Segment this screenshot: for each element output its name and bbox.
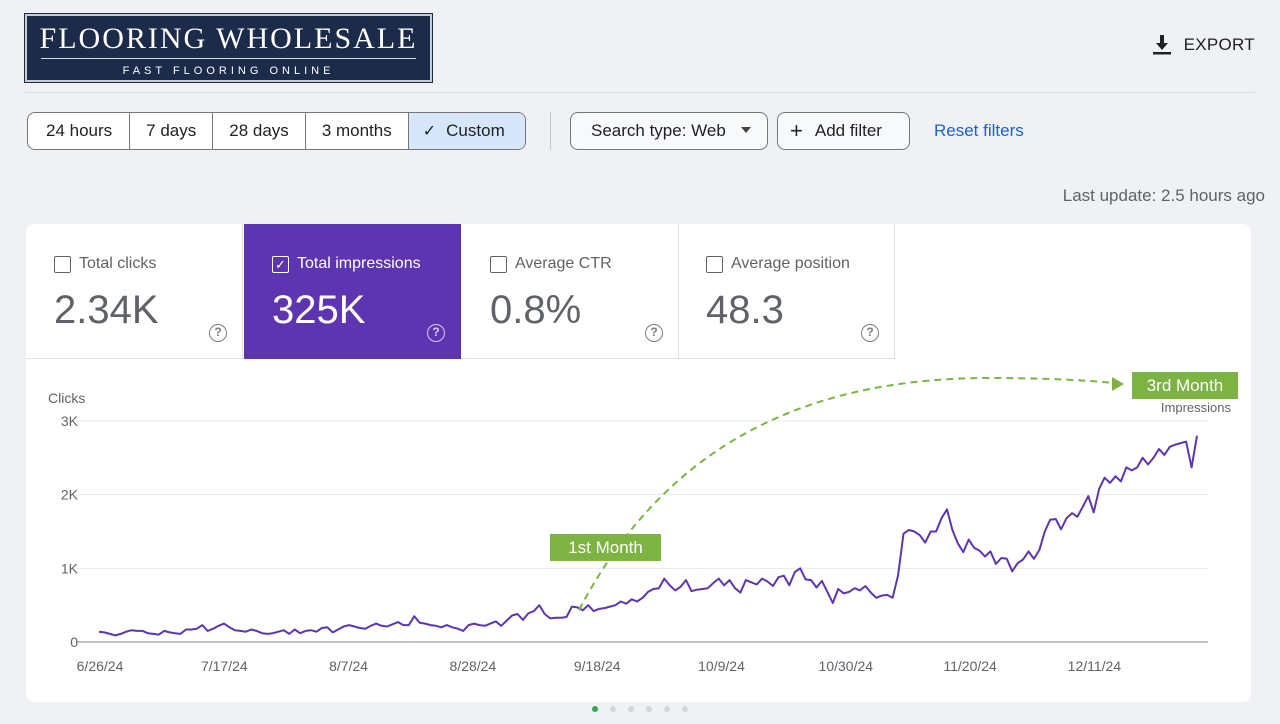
download-icon xyxy=(1152,35,1171,55)
metric-total-impressions[interactable]: ✓ Total impressions 325K ? xyxy=(244,224,461,359)
toolbar-separator xyxy=(550,112,551,150)
x-tick-label: 6/26/24 xyxy=(77,658,124,674)
x-tick-label: 10/9/24 xyxy=(698,658,745,674)
y-axis-label: Clicks xyxy=(48,390,85,406)
y-tick-label: 0 xyxy=(70,634,78,650)
x-tick-label: 8/7/24 xyxy=(329,658,368,674)
carousel-dot[interactable] xyxy=(646,706,652,712)
plus-icon: + xyxy=(790,118,803,143)
metric-value: 325K xyxy=(272,288,366,332)
check-icon: ✓ xyxy=(422,123,437,140)
metric-label: Average CTR xyxy=(515,255,612,272)
carousel-dot-active[interactable] xyxy=(592,706,598,712)
performance-chart: Clicks 3K 2K 1K 0 6/26/24 7/17/24 8/7/24 8/28/… xyxy=(48,372,1238,674)
metric-average-ctr[interactable]: Average CTR 0.8% ? xyxy=(462,224,679,359)
brand-tagline: FAST FLOORING ONLINE xyxy=(122,65,335,77)
series-legend-label: Impressions xyxy=(1161,400,1232,415)
annotation-label: 3rd Month xyxy=(1147,376,1224,395)
range-3-months[interactable]: 3 months xyxy=(304,113,408,149)
y-tick-label: 1K xyxy=(61,560,79,576)
caret-down-icon xyxy=(741,127,751,133)
brand-logo: FLOORING WHOLESALE FAST FLOORING ONLINE xyxy=(24,13,433,83)
date-range-selector: 24 hours 7 days 28 days 3 months ✓ Custo… xyxy=(27,112,526,150)
carousel-dots xyxy=(0,706,1280,712)
range-custom[interactable]: ✓ Custom xyxy=(407,113,525,149)
metric-average-position[interactable]: Average position 48.3 ? xyxy=(678,224,895,359)
annotation-1st-month: 1st Month xyxy=(550,534,661,561)
carousel-dot[interactable] xyxy=(664,706,670,712)
metric-value: 48.3 xyxy=(706,288,784,332)
checkbox[interactable] xyxy=(54,255,71,273)
metric-total-clicks[interactable]: Total clicks 2.34K ? xyxy=(26,224,243,359)
metric-label: Total impressions xyxy=(297,255,421,272)
export-label: EXPORT xyxy=(1183,35,1255,54)
metric-label: Total clicks xyxy=(79,255,157,272)
export-button[interactable]: EXPORT xyxy=(1152,32,1255,58)
y-tick-label: 2K xyxy=(61,487,79,503)
last-update-text: Last update: 2.5 hours ago xyxy=(1062,186,1265,205)
carousel-dot[interactable] xyxy=(628,706,634,712)
checkbox-checked[interactable]: ✓ xyxy=(272,255,289,273)
metric-value: 2.34K xyxy=(54,288,159,332)
range-custom-label: Custom xyxy=(446,121,505,140)
x-tick-label: 12/11/24 xyxy=(1068,658,1122,674)
x-tick-label: 9/18/24 xyxy=(574,658,621,674)
search-type-label: Search type: Web xyxy=(591,121,726,140)
x-tick-label: 10/30/24 xyxy=(819,658,874,674)
carousel-dot[interactable] xyxy=(610,706,616,712)
brand-name: FLOORING WHOLESALE xyxy=(39,22,418,55)
metric-label: Average position xyxy=(731,255,850,272)
help-icon[interactable]: ? xyxy=(209,324,227,342)
checkbox[interactable] xyxy=(706,255,723,273)
reset-filters-link[interactable]: Reset filters xyxy=(934,121,1024,140)
help-icon[interactable]: ? xyxy=(861,324,879,342)
help-icon[interactable]: ? xyxy=(427,324,445,342)
x-tick-label: 7/17/24 xyxy=(201,658,248,674)
arrow-head-icon xyxy=(1112,377,1124,391)
annotation-label: 1st Month xyxy=(568,538,643,557)
annotation-3rd-month: 3rd Month xyxy=(1132,372,1238,399)
performance-card: Total clicks 2.34K ? ✓ Total impressions … xyxy=(26,224,1251,702)
series-line-impressions xyxy=(98,435,1198,637)
range-24-hours[interactable]: 24 hours xyxy=(46,121,113,140)
x-tick-label: 11/20/24 xyxy=(943,658,997,674)
help-icon[interactable]: ? xyxy=(645,324,663,342)
checkbox[interactable] xyxy=(490,255,507,273)
header-divider xyxy=(25,92,1255,93)
carousel-dot[interactable] xyxy=(682,706,688,712)
y-tick-label: 3K xyxy=(61,413,79,429)
range-7-days[interactable]: 7 days xyxy=(129,113,212,149)
x-tick-label: 8/28/24 xyxy=(450,658,497,674)
logo-rule xyxy=(41,58,416,59)
growth-arrow xyxy=(578,376,1125,611)
metric-value: 0.8% xyxy=(490,288,582,332)
search-type-dropdown[interactable]: Search type: Web xyxy=(570,112,768,150)
add-filter-label: Add filter xyxy=(814,121,882,140)
range-28-days[interactable]: 28 days xyxy=(212,113,305,149)
add-filter-button[interactable]: + Add filter xyxy=(777,112,910,150)
